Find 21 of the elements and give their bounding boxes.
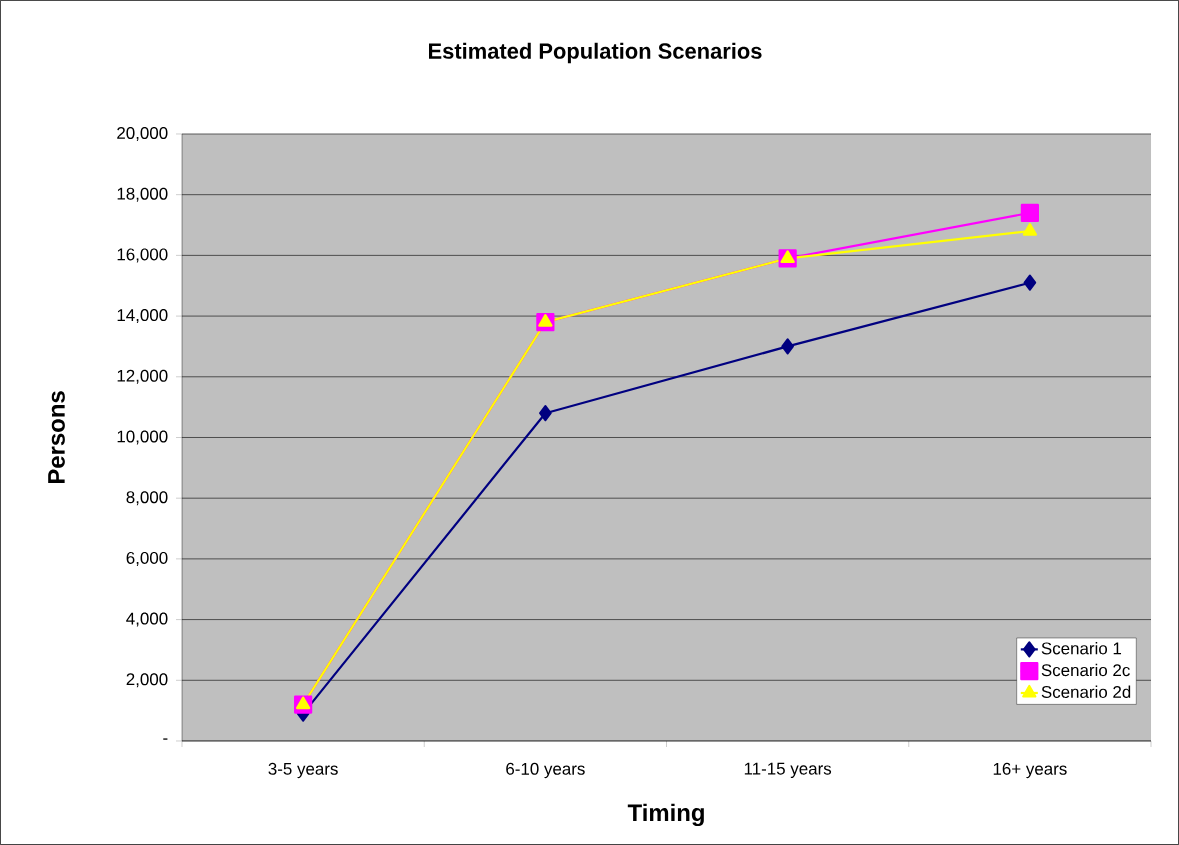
chart-title: Estimated Population Scenarios — [429, 42, 762, 64]
y-tick-label: 2,000 — [126, 673, 168, 688]
y-tick-label: 20,000 — [117, 126, 168, 141]
y-tick-label: 12,000 — [117, 369, 168, 384]
legend-label: Scenario 2d — [1041, 685, 1131, 699]
y-tick-label: 6,000 — [126, 551, 168, 566]
y-tick-label: - — [163, 738, 168, 740]
y-tick-label: 16,000 — [117, 248, 168, 263]
x-axis-title: Timing — [627, 803, 704, 827]
y-axis-title: Persons — [48, 391, 65, 484]
x-tick-label: 6-10 years — [506, 762, 585, 779]
y-tick-label: 8,000 — [126, 491, 168, 506]
x-tick-label: 11-15 years — [744, 762, 832, 778]
y-tick-label: 4,000 — [126, 612, 168, 627]
x-tick-label: 3-5 years — [268, 762, 338, 779]
y-tick-label: 14,000 — [117, 309, 168, 324]
legend-label: Scenario 1 — [1041, 641, 1122, 655]
x-tick-label: 16+ years — [993, 762, 1067, 779]
y-tick-label: 18,000 — [117, 187, 168, 202]
y-tick-label: 10,000 — [117, 430, 168, 445]
legend-label: Scenario 2c — [1041, 663, 1130, 677]
